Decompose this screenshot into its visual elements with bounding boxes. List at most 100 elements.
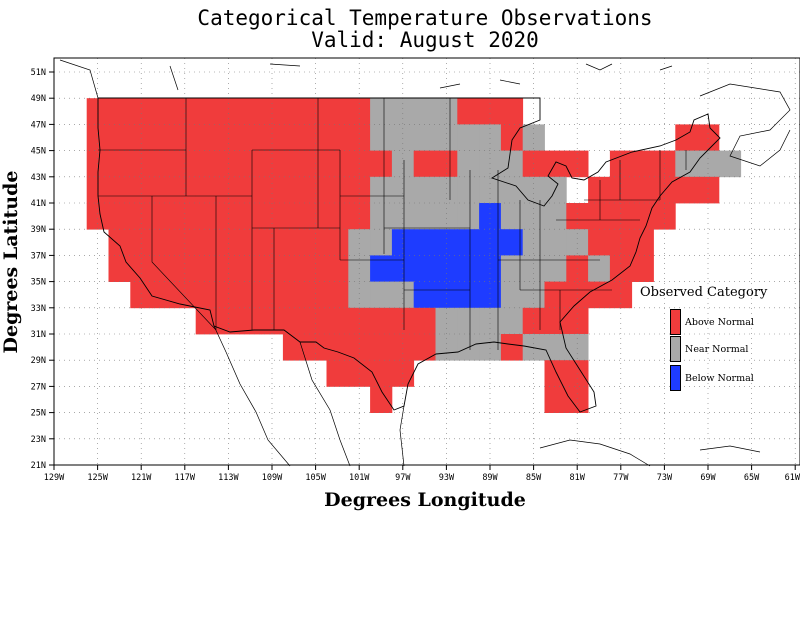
grid-cell: [348, 281, 371, 309]
grid-cell: [130, 229, 153, 256]
grid-cell: [304, 334, 327, 361]
grid-cell: [631, 255, 654, 282]
grid-cell: [261, 98, 284, 125]
plot-frame: [53, 57, 800, 466]
us-outline: [97, 97, 721, 413]
grid-cell: [609, 176, 633, 204]
grid-cell: [217, 229, 240, 256]
grid-cell: [370, 255, 393, 282]
grid-cell: [152, 255, 175, 282]
grid-cell: [173, 281, 197, 309]
grid-cell: [435, 176, 458, 204]
grid-cell: [304, 307, 327, 335]
grid-cell: [195, 150, 218, 178]
grid-cell: [326, 307, 349, 335]
grid-cell: [195, 98, 218, 125]
grid-cell: [522, 203, 545, 230]
grid-cell: [326, 98, 349, 125]
grid-cell: [282, 150, 306, 178]
grid-cell: [370, 176, 393, 204]
grid-cell: [370, 386, 393, 413]
grid-cell: [609, 281, 633, 309]
grid-cell: [457, 176, 480, 204]
grid-cell: [239, 229, 262, 256]
x-tick-label: 97W: [395, 473, 411, 483]
grid-cell: [479, 124, 502, 151]
x-tick-label: 73W: [657, 473, 673, 483]
grid-cell: [348, 98, 371, 125]
y-tick-label: 45N: [31, 147, 46, 157]
grid-cell: [239, 124, 262, 151]
grid-cell: [261, 307, 284, 335]
grid-cell: [457, 150, 480, 178]
grid-cell: [130, 203, 153, 230]
grid-cell: [152, 124, 175, 151]
x-tick-label: 85W: [526, 473, 542, 483]
grid-cell: [413, 98, 436, 125]
grid-cell: [413, 334, 436, 361]
grid-cell: [544, 176, 567, 204]
grid-cell: [239, 281, 262, 309]
x-tick-label: 81W: [570, 473, 586, 483]
legend-label-below-normal: Below Normal: [685, 372, 754, 384]
legend-item-below-normal: Below Normal: [670, 365, 754, 391]
grid-cell: [239, 203, 262, 230]
grid-cell: [130, 281, 153, 309]
grid-cell: [631, 150, 654, 178]
grid-cell: [348, 307, 371, 335]
grid-cell: [588, 176, 611, 204]
y-tick-label: 37N: [31, 251, 46, 261]
grid-cell: [370, 98, 393, 125]
grid-cell: [479, 229, 502, 256]
grid-cell: [544, 281, 567, 309]
grid-cell: [326, 203, 349, 230]
state-borders: [98, 98, 687, 350]
grid-cell: [544, 255, 567, 282]
grid-cell: [326, 176, 349, 204]
grid-cell: [544, 360, 567, 387]
grid-cell: [261, 124, 284, 151]
grid-cell: [391, 281, 415, 309]
grid-cell: [566, 229, 589, 256]
grid-cell: [391, 203, 415, 230]
grid-cell: [479, 203, 502, 230]
grid-cell: [718, 150, 742, 178]
grid-cell: [631, 176, 654, 204]
grid-cell: [479, 176, 502, 204]
grid-cell: [413, 203, 436, 230]
legend-title: Observed Category: [640, 285, 768, 300]
grid-cell: [522, 176, 545, 204]
grid-cell: [391, 98, 415, 125]
grid-cell: [697, 176, 720, 204]
grid-cell: [152, 281, 175, 309]
grid-cell: [435, 229, 458, 256]
grid-cell: [457, 203, 480, 230]
grid-cell: [522, 307, 545, 335]
grid-cell: [544, 150, 567, 178]
grid-cell: [108, 124, 131, 151]
grid-cell: [239, 255, 262, 282]
grid-cell: [326, 124, 349, 151]
grid-cell: [304, 229, 327, 256]
x-tick-label: 109W: [262, 473, 283, 483]
y-tick-label: 25N: [31, 409, 46, 419]
grid-cell: [173, 98, 197, 125]
grid-cell: [348, 229, 371, 256]
y-tick-label: 47N: [31, 120, 46, 130]
grid-cell: [675, 176, 698, 204]
grid-cell: [195, 255, 218, 282]
x-axis-label: Degrees Longitude: [324, 489, 526, 511]
grid-cell: [457, 98, 480, 125]
grid-cell: [653, 203, 676, 230]
grid-cell: [479, 281, 502, 309]
grid-cell: [370, 229, 393, 256]
grid-cell: [457, 124, 480, 151]
grid-cell: [370, 307, 393, 335]
grid-cell: [435, 124, 458, 151]
grid-cell: [391, 334, 415, 361]
grid-cell: [108, 255, 131, 282]
grid-cell: [588, 255, 611, 282]
y-tick-label: 33N: [31, 304, 46, 314]
grid-cell: [675, 124, 698, 151]
